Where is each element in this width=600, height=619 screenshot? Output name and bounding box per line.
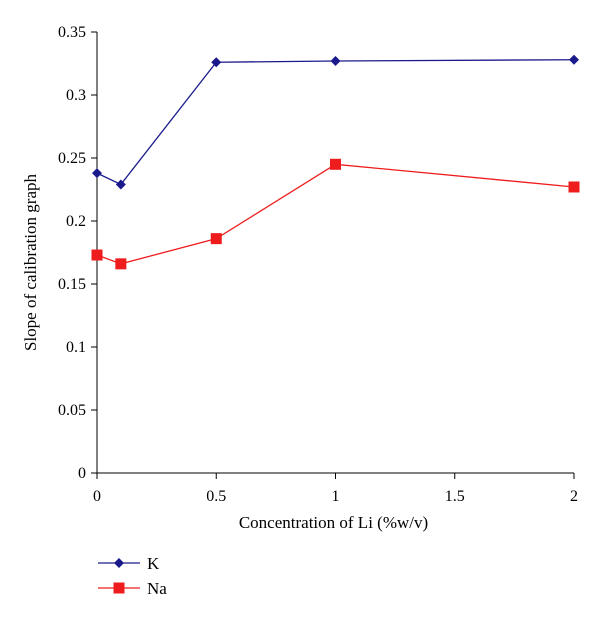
y-tick-label: 0.05: [58, 402, 86, 419]
data-point-k: [569, 54, 579, 65]
y-tick-label: 0.2: [66, 213, 86, 230]
y-axis-ticks: 0 0.05 0.1 0.15 0.2 0.25 0.3 0.35: [58, 24, 97, 482]
legend: K Na: [98, 554, 167, 598]
y-tick-label: 0.15: [58, 276, 86, 293]
x-axis-title: Concentration of Li (%w/v): [239, 513, 428, 532]
y-axis-title: Slope of calibration graph: [21, 173, 40, 351]
y-tick-label: 0: [78, 465, 86, 482]
legend-label-na: Na: [147, 579, 167, 598]
data-point-na: [91, 249, 103, 261]
y-tick-label: 0.25: [58, 150, 86, 167]
legend-marker-k: [114, 558, 124, 568]
legend-item-k: K: [98, 554, 160, 573]
series-line-na: [96, 163, 575, 265]
data-point-k: [330, 55, 341, 66]
x-axis-ticks: 0 0.5 1 1.5 2: [93, 473, 578, 505]
data-point-na: [568, 181, 580, 193]
y-tick-label: 0.1: [66, 339, 86, 356]
x-tick-label: 0.5: [206, 488, 226, 505]
legend-marker-na: [113, 582, 125, 594]
series-k: [92, 54, 579, 190]
y-tick-label: 0.3: [66, 87, 86, 104]
x-tick-label: 1: [332, 488, 340, 505]
series-na: [91, 158, 580, 270]
legend-item-na: Na: [98, 579, 167, 598]
series-layer: [91, 54, 580, 270]
data-point-na: [210, 233, 222, 245]
data-point-na: [330, 158, 341, 170]
legend-label-k: K: [147, 554, 160, 573]
y-tick-label: 0.35: [58, 24, 86, 41]
x-tick-label: 2: [570, 488, 578, 505]
data-point-k: [211, 57, 222, 68]
x-tick-label: 1.5: [445, 488, 465, 505]
data-point-k: [115, 179, 126, 190]
data-point-na: [115, 258, 127, 270]
data-point-k: [92, 168, 102, 179]
x-tick-label: 0: [93, 488, 101, 505]
